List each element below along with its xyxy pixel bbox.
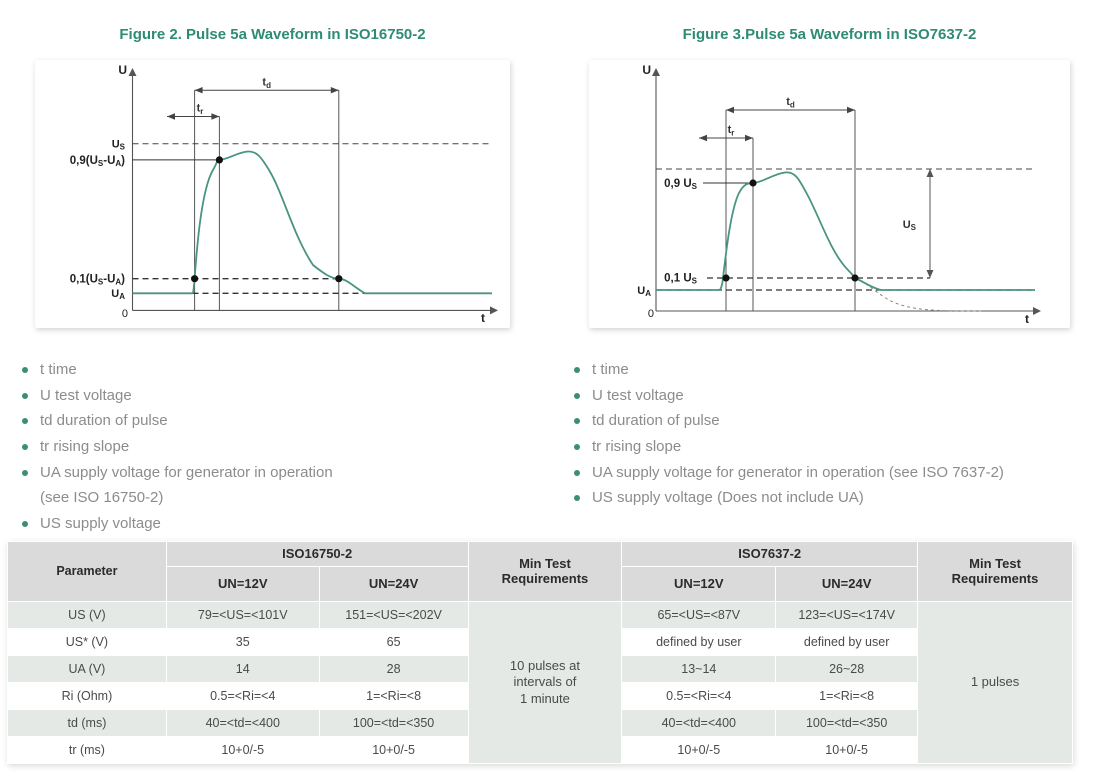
svg-text:td: td: [786, 96, 795, 110]
svg-text:t: t: [481, 311, 485, 325]
svg-text:td: td: [262, 77, 271, 91]
svg-text:0,9(US-UA): 0,9(US-UA): [70, 155, 125, 168]
svg-text:UA: UA: [111, 288, 125, 301]
svg-text:US: US: [112, 139, 126, 152]
svg-text:0,9 US: 0,9 US: [664, 178, 698, 191]
svg-text:U: U: [642, 63, 651, 77]
svg-text:UA: UA: [637, 285, 651, 298]
svg-text:0,1 US: 0,1 US: [664, 273, 698, 286]
svg-text:0: 0: [648, 308, 654, 320]
svg-text:tr: tr: [728, 124, 735, 138]
svg-text:0,1(US-UA): 0,1(US-UA): [70, 274, 125, 287]
svg-text:tr: tr: [197, 103, 204, 117]
svg-text:U: U: [118, 63, 127, 77]
svg-text:0: 0: [122, 308, 128, 320]
svg-text:US: US: [903, 219, 917, 232]
svg-text:t: t: [1025, 312, 1029, 326]
